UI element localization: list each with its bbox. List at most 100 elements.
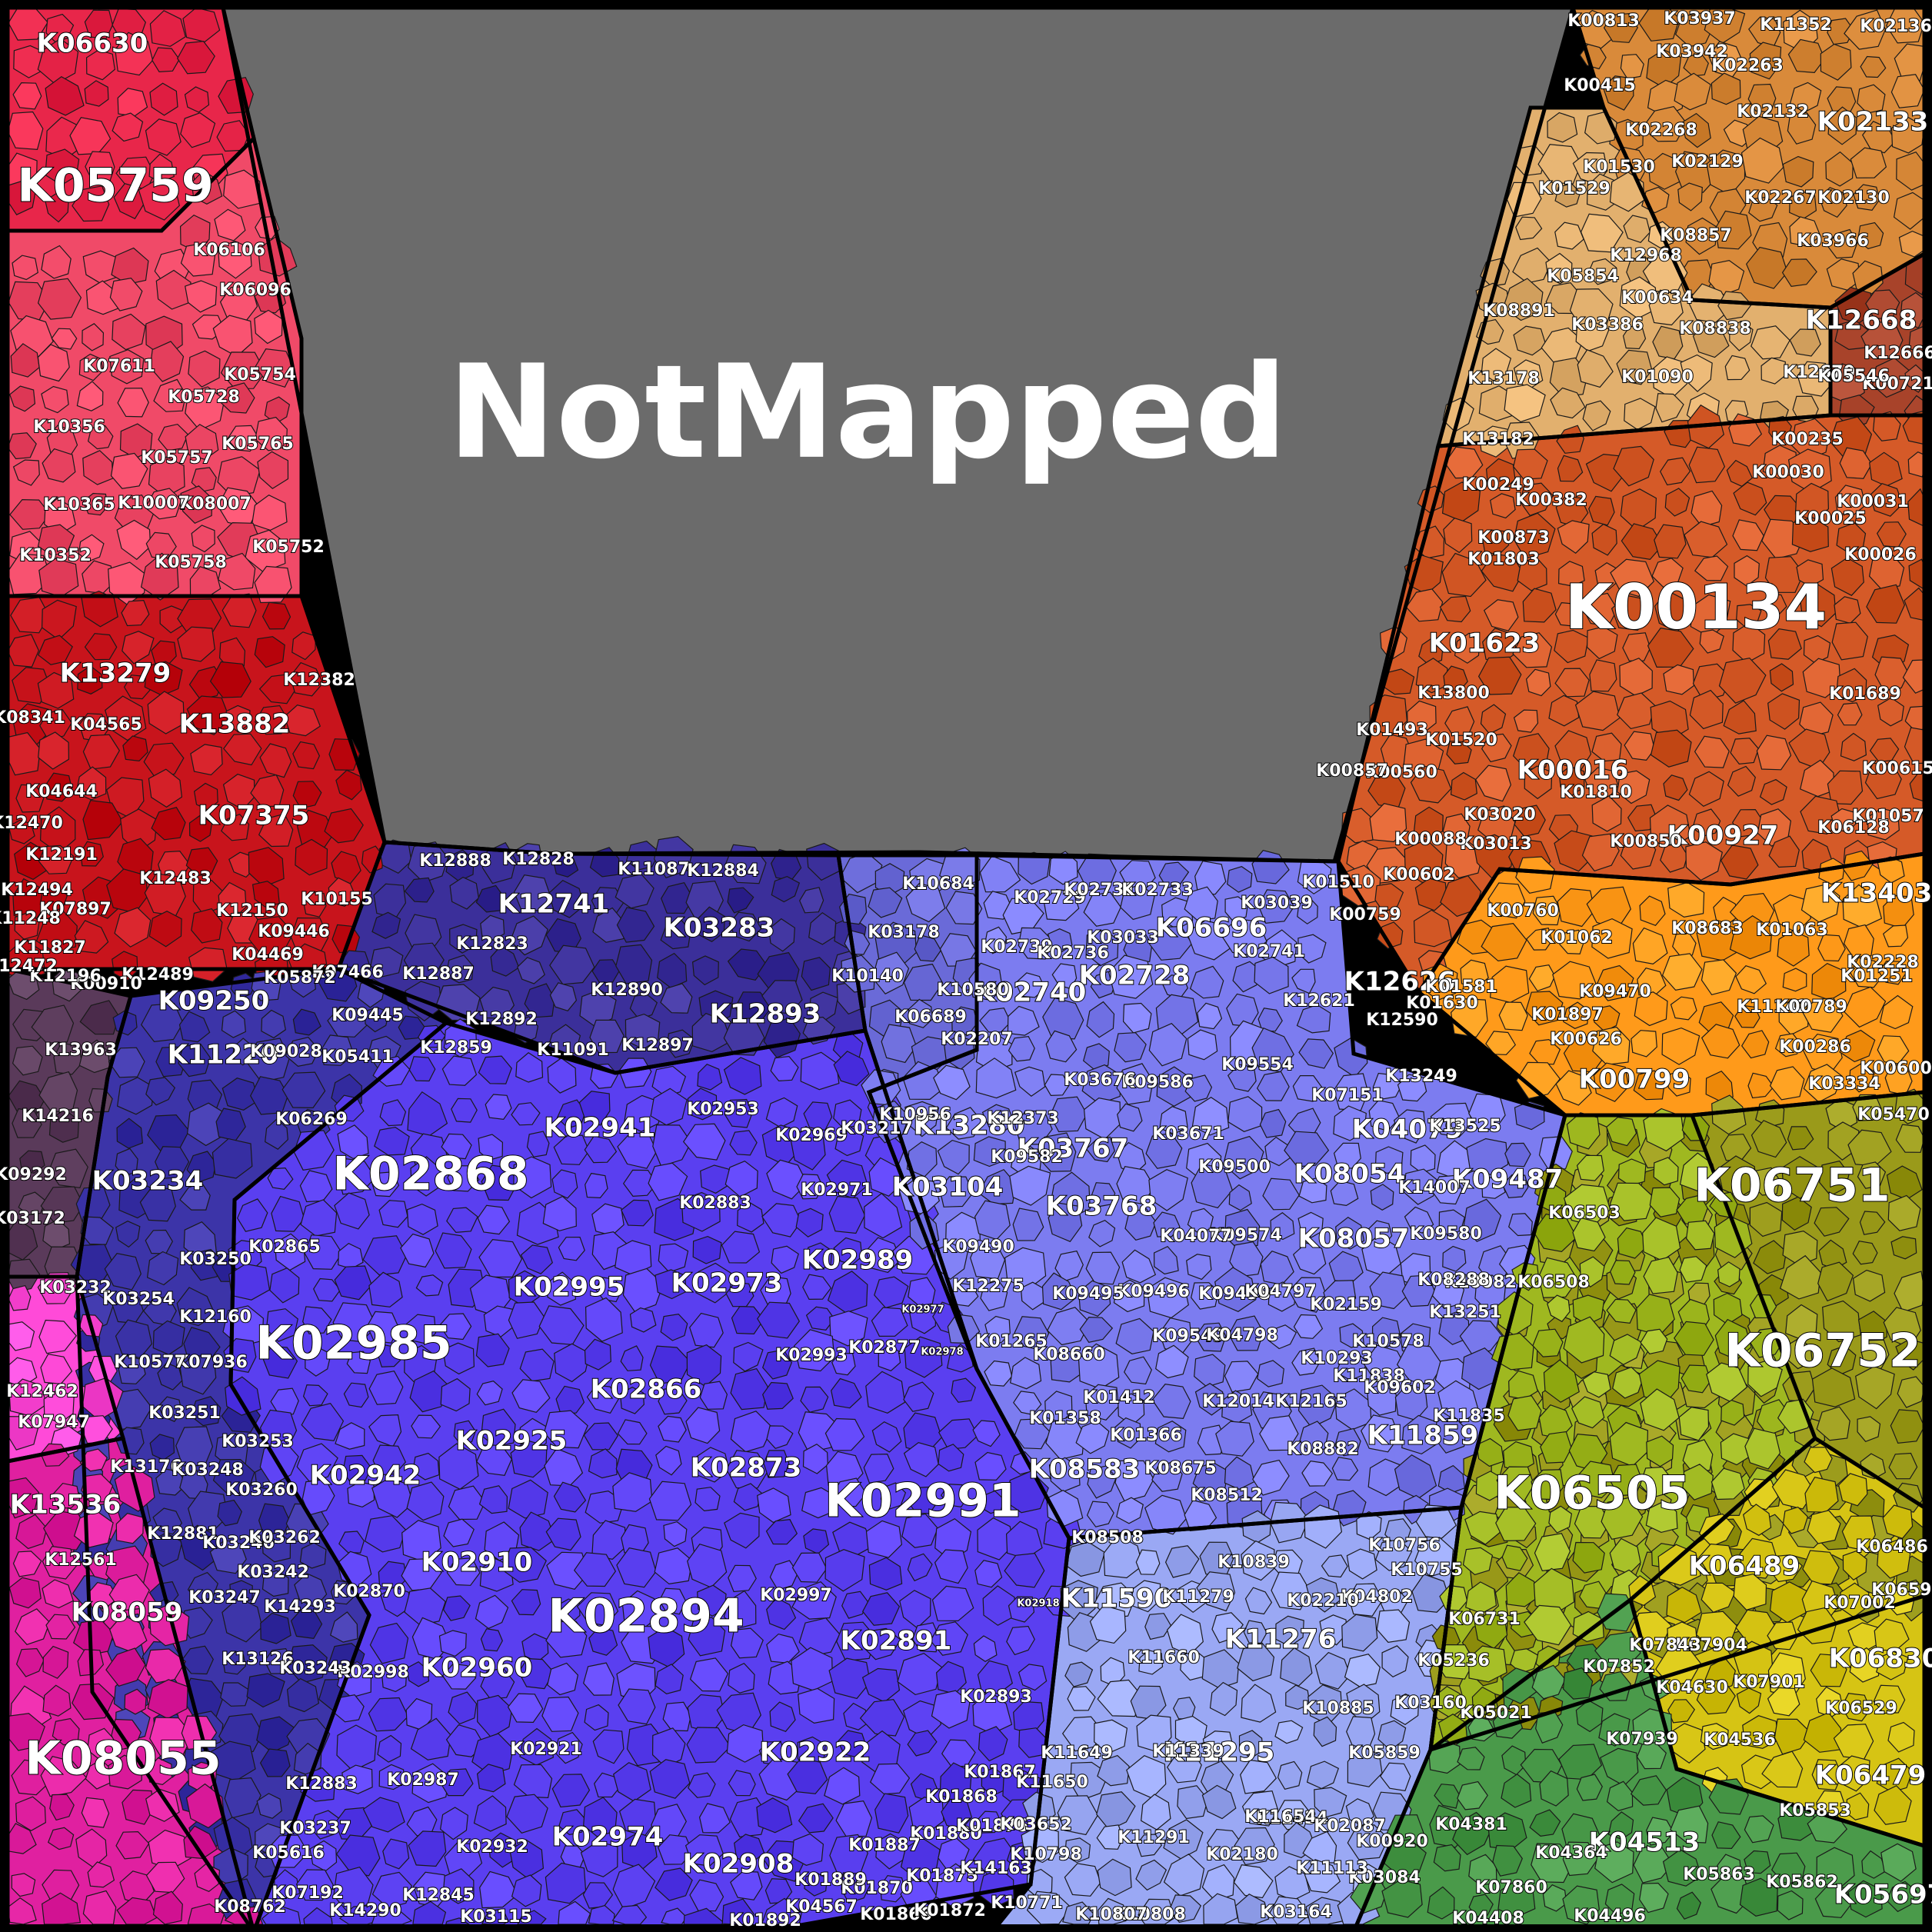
voronoi-cell (38, 1319, 77, 1354)
voronoi-cell (185, 847, 218, 877)
voronoi-cell (371, 1171, 400, 1198)
voronoi-cell (833, 1051, 870, 1087)
voronoi-cell (75, 766, 107, 801)
voronoi-cell (1291, 968, 1316, 994)
voronoi-cell (35, 909, 78, 954)
voronoi-cell (1184, 886, 1218, 921)
voronoi-cell (1331, 1457, 1359, 1481)
voronoi-cell (941, 1798, 973, 1830)
voronoi-cell (438, 1630, 467, 1657)
voronoi-cell (1463, 1198, 1502, 1242)
voronoi-cell (934, 1549, 968, 1584)
cell-label: K10839 (1217, 1553, 1290, 1572)
voronoi-cell (501, 1547, 547, 1583)
voronoi-cell (761, 980, 803, 1014)
voronoi-cell (223, 169, 261, 209)
voronoi-cell (1159, 1317, 1193, 1356)
voronoi-cell (824, 1767, 861, 1805)
voronoi-cell (81, 1415, 113, 1444)
voronoi-cell (148, 1603, 190, 1647)
cell-label: K05862 (1766, 1873, 1838, 1892)
cell-label: K07151 (1311, 1086, 1384, 1105)
voronoi-cell (149, 1717, 194, 1757)
voronoi-cell (517, 957, 545, 984)
voronoi-cell (381, 1665, 408, 1693)
voronoi-cell (179, 1182, 211, 1211)
voronoi-cell (728, 1662, 755, 1694)
voronoi-cell (37, 635, 73, 665)
voronoi-cell (648, 1481, 692, 1521)
voronoi-cell (217, 456, 261, 498)
voronoi-cell (292, 781, 322, 809)
voronoi-cell (45, 1614, 76, 1640)
voronoi-cell (406, 1481, 445, 1521)
voronoi-cell (40, 1186, 85, 1224)
voronoi-cell (248, 847, 285, 888)
cell-label: K12888 (419, 851, 491, 871)
cell-label: K09028 (250, 1042, 322, 1061)
voronoi-cell (1442, 1245, 1467, 1272)
voronoi-cell (861, 1592, 901, 1626)
voronoi-cell (970, 1239, 1006, 1280)
voronoi-cell (377, 1734, 402, 1763)
cell-label: K02995 (514, 1272, 625, 1303)
cell-label: K08838 (1679, 319, 1751, 338)
voronoi-cell (841, 1872, 871, 1904)
voronoi-cell (660, 1313, 688, 1341)
voronoi-cell (334, 1192, 370, 1230)
cell-label: K01510 (1302, 873, 1374, 892)
voronoi-cell (1108, 954, 1154, 999)
voronoi-cell (87, 1861, 115, 1888)
cell-label: K12884 (687, 861, 759, 881)
voronoi-cell (546, 1551, 589, 1590)
voronoi-cell (365, 1006, 390, 1033)
voronoi-cell (519, 1348, 555, 1382)
voronoi-cell (287, 1644, 328, 1684)
voronoi-cell (951, 1006, 978, 1036)
voronoi-cell (124, 1688, 147, 1715)
voronoi-cell (509, 915, 548, 956)
voronoi-cell (1481, 1177, 1506, 1199)
voronoi-cell (87, 425, 114, 450)
cell-label: K03104 (892, 1172, 1004, 1203)
voronoi-cell (1187, 1029, 1218, 1061)
voronoi-cell (347, 1481, 375, 1508)
voronoi-cell (864, 1192, 903, 1239)
voronoi-cell (411, 1414, 441, 1439)
cell-label: K04630 (1656, 1678, 1728, 1697)
voronoi-cell (733, 1341, 764, 1372)
voronoi-cell (1044, 1391, 1073, 1424)
voronoi-cell (1361, 1414, 1400, 1453)
voronoi-cell (762, 1381, 794, 1410)
voronoi-cell (12, 255, 38, 281)
cell-label: K09496 (1118, 1282, 1190, 1301)
cell-label: K02228 (1847, 953, 1919, 972)
cell-label: K02942 (310, 1461, 421, 1491)
voronoi-cell (730, 1411, 773, 1453)
cell-label: K06486 (1856, 1537, 1928, 1557)
voronoi-cell (105, 695, 147, 741)
cell-label: K02987 (387, 1770, 459, 1790)
cell-label: K08288 (1417, 1271, 1490, 1290)
voronoi-cell (763, 1450, 790, 1478)
voronoi-cell (791, 1552, 828, 1583)
voronoi-cell (229, 1580, 253, 1605)
voronoi-cell (261, 1570, 289, 1597)
voronoi-cell (766, 1633, 800, 1664)
voronoi-cell (1153, 1211, 1181, 1237)
voronoi-cell (831, 1377, 862, 1409)
cell-label: K02971 (801, 1181, 873, 1200)
voronoi-cell (45, 75, 85, 116)
voronoi-cell (116, 519, 152, 561)
voronoi-cell (218, 552, 256, 591)
cell-label: K08675 (1144, 1459, 1217, 1478)
voronoi-cell (441, 1055, 478, 1086)
voronoi-cell (212, 1458, 255, 1496)
voronoi-cell (475, 884, 505, 913)
voronoi-cell (771, 1245, 799, 1274)
voronoi-cell (257, 451, 289, 489)
voronoi-cell (193, 782, 218, 811)
cell-label: K02733 (1121, 881, 1194, 900)
voronoi-cell (370, 946, 404, 978)
voronoi-cell (85, 49, 115, 81)
